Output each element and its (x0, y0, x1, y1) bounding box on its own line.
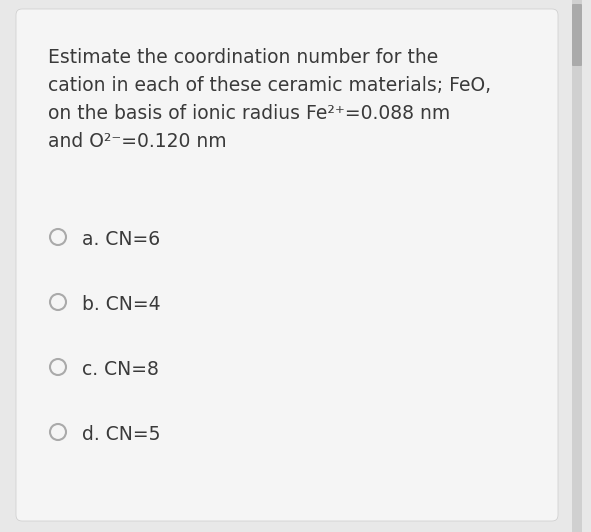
FancyBboxPatch shape (572, 4, 582, 66)
Text: d. CN=5: d. CN=5 (82, 425, 161, 444)
Bar (572, 0, 582, 532)
Text: Estimate the coordination number for the: Estimate the coordination number for the (48, 48, 439, 67)
Text: c. CN=8: c. CN=8 (82, 360, 159, 379)
Text: on the basis of ionic radius Fe²⁺=0.088 nm: on the basis of ionic radius Fe²⁺=0.088 … (48, 104, 450, 123)
FancyBboxPatch shape (16, 9, 558, 521)
Text: a. CN=6: a. CN=6 (82, 230, 160, 249)
Text: cation in each of these ceramic materials; FeO,: cation in each of these ceramic material… (48, 76, 491, 95)
Text: b. CN=4: b. CN=4 (82, 295, 161, 314)
Text: and O²⁻=0.120 nm: and O²⁻=0.120 nm (48, 132, 226, 151)
